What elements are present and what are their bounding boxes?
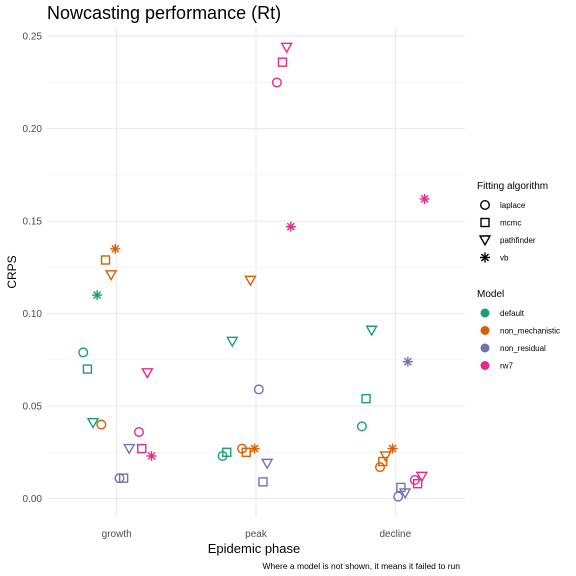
- data-point-peak-default-mcmc: [222, 447, 232, 457]
- data-point-decline-default-laplace: [356, 421, 367, 432]
- y-tick-label: 0.10: [23, 309, 43, 320]
- data-point-decline-non_mechanistic-mcmc: [378, 456, 388, 467]
- legend-label-non_residual: non_residual: [500, 344, 546, 353]
- data-point-decline-default-mcmc: [361, 393, 371, 404]
- data-point-peak-non_mechanistic-mcmc: [241, 447, 251, 457]
- x-axis-title: Epidemic phase: [208, 541, 301, 556]
- data-point-growth-rw7-vb: [146, 450, 157, 461]
- legend-label-laplace: laplace: [500, 201, 526, 210]
- grid-lines: [47, 27, 465, 517]
- legend-swatch-non_mechanistic: [480, 326, 490, 335]
- data-point-growth-non_mechanistic-mcmc: [100, 255, 111, 265]
- caption: Where a model is not shown, it means it …: [263, 561, 461, 571]
- legend-label-mcmc: mcmc: [500, 219, 521, 228]
- data-point-growth-rw7-mcmc: [137, 443, 147, 454]
- data-point-peak-non_mechanistic-vb: [249, 443, 260, 454]
- y-tick-label: 0.00: [23, 494, 43, 505]
- data-point-peak-default-pathfinder: [226, 336, 239, 348]
- data-point-decline-default-pathfinder: [365, 325, 378, 337]
- y-tick-label: 0.15: [23, 217, 43, 228]
- legend-key-vb: [480, 252, 490, 263]
- legend-label-vb: vb: [500, 254, 509, 263]
- x-axis-ticks: growth peak decline: [102, 529, 412, 540]
- data-point-decline-non_mechanistic-laplace: [375, 462, 386, 473]
- data-point-growth-non_mechanistic-vb: [110, 243, 121, 254]
- data-point-decline-rw7-pathfinder: [415, 471, 429, 483]
- data-point-decline-non_mechanistic-vb: [387, 443, 398, 454]
- data-point-decline-non_residual-pathfinder: [398, 488, 412, 500]
- legend-color-title: Model: [477, 289, 504, 300]
- data-point-growth-non_mechanistic-pathfinder: [104, 270, 118, 281]
- legend-model: Model default non_mechanistic non_residual…: [477, 289, 560, 371]
- legend-key-laplace: [480, 199, 491, 210]
- legend-swatch-default: [480, 308, 490, 318]
- legend-label-rw7: rw7: [500, 362, 513, 371]
- y-axis-title: CRPS: [5, 255, 19, 288]
- x-tick-label: peak: [245, 529, 268, 540]
- legend-swatch-non_residual: [480, 343, 490, 353]
- data-point-growth-non_mechanistic-laplace: [96, 419, 107, 430]
- data-point-peak-non_residual-laplace: [253, 384, 264, 395]
- y-tick-label: 0.20: [23, 124, 43, 135]
- legend-key-mcmc: [480, 217, 490, 228]
- y-tick-label: 0.05: [23, 402, 43, 413]
- data-point-growth-rw7-laplace: [133, 426, 144, 437]
- data-point-growth-default-laplace: [78, 347, 89, 358]
- data-point-decline-non_residual-vb: [402, 356, 413, 367]
- data-point-peak-non_residual-pathfinder: [260, 458, 274, 470]
- legend-fitting-algorithm: Fitting algorithm laplace mcmc pathfinder v…: [477, 181, 548, 263]
- data-point-peak-rw7-pathfinder: [280, 42, 293, 54]
- legend-key-pathfinder: [478, 235, 492, 247]
- legend-label-default: default: [500, 309, 525, 318]
- legend-label-non_mechanistic: non_mechanistic: [500, 327, 560, 336]
- x-tick-label: growth: [102, 529, 132, 540]
- data-point-decline-rw7-vb: [419, 193, 430, 204]
- legend-shape-title: Fitting algorithm: [477, 181, 548, 192]
- legend-swatch-rw7: [480, 361, 490, 370]
- data-point-peak-non_mechanistic-pathfinder: [244, 275, 257, 287]
- data-point-growth-non_residual-pathfinder: [123, 443, 136, 455]
- data-point-peak-rw7-laplace: [271, 77, 282, 88]
- data-point-peak-rw7-vb: [285, 221, 296, 232]
- data-point-growth-default-vb: [92, 290, 103, 301]
- data-point-growth-non_residual-mcmc: [118, 473, 129, 483]
- y-axis-ticks: 0.00 0.05 0.10 0.15 0.20 0.25: [23, 32, 43, 505]
- data-point-decline-rw7-mcmc: [412, 479, 423, 489]
- data-point-decline-non_residual-laplace: [393, 491, 404, 502]
- x-tick-label: decline: [379, 529, 411, 540]
- y-tick-label: 0.25: [23, 32, 43, 43]
- legend-label-pathfinder: pathfinder: [500, 236, 536, 245]
- data-point-decline-non_mechanistic-pathfinder: [379, 451, 392, 463]
- data-point-peak-rw7-mcmc: [277, 57, 288, 67]
- data-point-growth-default-pathfinder: [86, 417, 100, 429]
- data-point-growth-default-mcmc: [82, 364, 93, 374]
- data-points: [78, 42, 430, 502]
- chart-title: Nowcasting performance (Rt): [47, 3, 281, 23]
- data-point-growth-rw7-pathfinder: [141, 368, 154, 379]
- data-point-peak-non_residual-mcmc: [258, 477, 268, 487]
